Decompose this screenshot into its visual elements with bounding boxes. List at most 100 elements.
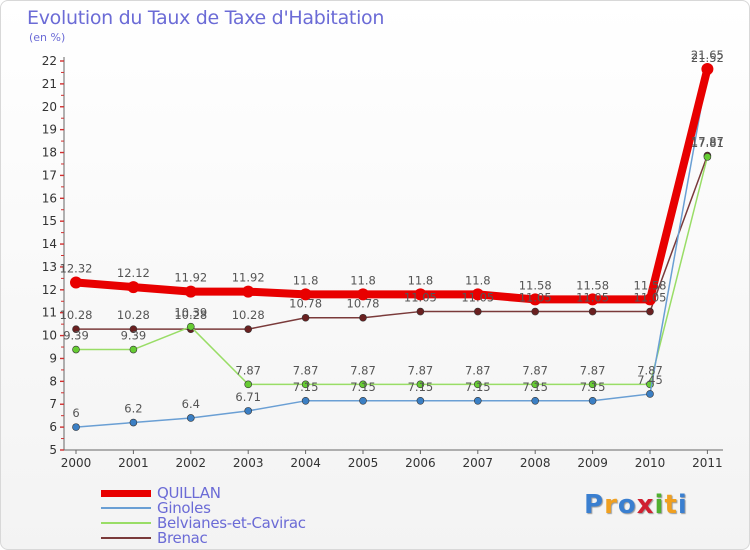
- data-label-quillan: 11.58: [519, 278, 552, 292]
- data-label-ginoles: 6.2: [124, 402, 142, 416]
- data-point-quillan: [414, 288, 427, 301]
- data-label-belvianes-et-cavirac: 7.87: [465, 363, 491, 377]
- data-point-brenac: [473, 307, 482, 316]
- x-tick-label: 2007: [463, 456, 494, 470]
- y-tick-label: 6: [49, 420, 57, 434]
- data-point-ginoles: [416, 397, 425, 405]
- logo-letter: t: [664, 490, 678, 520]
- y-tick-label: 21: [42, 77, 57, 91]
- legend-swatch: [101, 507, 151, 509]
- x-tick-label: 2006: [405, 456, 436, 470]
- data-point-belvianes-et-cavirac: [359, 380, 367, 389]
- y-tick-label: 17: [42, 168, 57, 182]
- data-label-ginoles: 7.45: [637, 373, 663, 387]
- series-line-brenac: [75, 154, 709, 330]
- logo-letter: r: [604, 490, 618, 520]
- data-point-ginoles: [588, 397, 597, 405]
- y-tick-label: 22: [42, 54, 57, 68]
- data-label-quillan: 21.65: [691, 48, 724, 62]
- x-tick-label: 2003: [233, 456, 264, 470]
- y-tick-label: 5: [49, 443, 57, 457]
- data-label-brenac: 10.78: [347, 297, 380, 311]
- data-point-quillan: [471, 288, 484, 301]
- y-tick-label: 9: [49, 351, 57, 365]
- x-tick-label: 2008: [520, 456, 551, 470]
- data-point-ginoles: [646, 390, 654, 398]
- y-tick-label: 11: [42, 306, 57, 320]
- data-label-belvianes-et-cavirac: 9.39: [121, 329, 147, 343]
- data-point-belvianes-et-cavirac: [703, 153, 712, 161]
- data-point-belvianes-et-cavirac: [473, 380, 482, 389]
- data-point-brenac: [646, 307, 654, 316]
- data-label-ginoles: 21.52: [691, 51, 724, 65]
- y-tick-label: 13: [42, 260, 57, 274]
- data-label-brenac: 17.87: [691, 135, 724, 149]
- data-label-belvianes-et-cavirac: 10.39: [174, 306, 207, 320]
- data-point-belvianes-et-cavirac: [72, 345, 80, 354]
- data-label-quillan: 11.8: [465, 273, 491, 287]
- legend-swatch: [101, 489, 151, 497]
- legend-label: Brenac: [157, 529, 208, 547]
- data-label-quillan: 11.92: [232, 271, 265, 285]
- data-label-quillan: 12.12: [117, 266, 150, 280]
- legend-swatch: [101, 522, 151, 524]
- data-point-quillan: [644, 293, 656, 306]
- data-label-belvianes-et-cavirac: 7.87: [637, 363, 663, 377]
- data-point-ginoles: [359, 397, 367, 405]
- data-point-ginoles: [473, 397, 482, 405]
- data-point-belvianes-et-cavirac: [588, 380, 597, 389]
- chart-title: Evolution du Taux de Taxe d'Habitation: [27, 7, 385, 29]
- logo-letter: i: [677, 490, 688, 520]
- legend-label: Belvianes-et-Cavirac: [157, 514, 306, 532]
- data-point-brenac: [416, 307, 425, 316]
- logo-letter: x: [636, 490, 655, 520]
- data-label-ginoles: 7.15: [465, 380, 491, 394]
- x-tick-label: 2005: [348, 456, 379, 470]
- data-point-ginoles: [72, 423, 80, 431]
- data-label-quillan: 12.32: [60, 262, 93, 276]
- data-point-ginoles: [129, 418, 138, 427]
- data-label-belvianes-et-cavirac: 7.87: [580, 363, 606, 377]
- chart-subtitle: (en %): [29, 31, 66, 44]
- data-label-belvianes-et-cavirac: 9.39: [63, 329, 89, 343]
- logo-letter: i: [654, 490, 665, 520]
- data-point-brenac: [72, 325, 80, 333]
- data-point-belvianes-et-cavirac: [301, 380, 310, 389]
- x-tick-label: 2001: [118, 456, 149, 470]
- y-tick-label: 19: [42, 123, 57, 137]
- data-label-quillan: 11.58: [576, 278, 609, 292]
- legend-swatch: [101, 537, 151, 539]
- data-point-ginoles: [244, 407, 252, 415]
- data-label-quillan: 11.8: [350, 273, 376, 287]
- data-label-brenac: 11.05: [404, 291, 437, 305]
- data-point-quillan: [70, 276, 82, 289]
- data-label-brenac: 11.05: [576, 291, 609, 305]
- data-point-brenac: [301, 313, 310, 322]
- x-tick-label: 2009: [577, 456, 608, 470]
- y-tick-label: 8: [49, 374, 57, 388]
- data-label-belvianes-et-cavirac: 7.87: [408, 363, 434, 377]
- data-point-quillan: [586, 293, 599, 306]
- x-tick-label: 2004: [290, 456, 321, 470]
- data-point-brenac: [588, 307, 597, 316]
- data-point-quillan: [127, 281, 140, 294]
- data-label-quillan: 11.92: [174, 271, 207, 285]
- data-label-ginoles: 6: [72, 406, 79, 420]
- data-point-brenac: [359, 313, 367, 322]
- data-point-quillan: [242, 285, 255, 298]
- y-tick-label: 12: [42, 283, 57, 297]
- legend-label: Ginoles: [157, 499, 211, 517]
- y-tick-label: 20: [42, 100, 57, 114]
- series-line-belvianes-et-cavirac: [75, 156, 709, 386]
- data-point-brenac: [129, 325, 138, 333]
- data-label-ginoles: 7.15: [293, 380, 319, 394]
- data-label-ginoles: 7.15: [350, 380, 376, 394]
- data-label-quillan: 11.8: [408, 273, 434, 287]
- data-label-ginoles: 7.15: [580, 380, 606, 394]
- data-point-quillan: [299, 288, 312, 301]
- data-label-ginoles: 7.15: [408, 380, 434, 394]
- data-point-belvianes-et-cavirac: [531, 380, 540, 389]
- y-tick-label: 7: [49, 397, 57, 411]
